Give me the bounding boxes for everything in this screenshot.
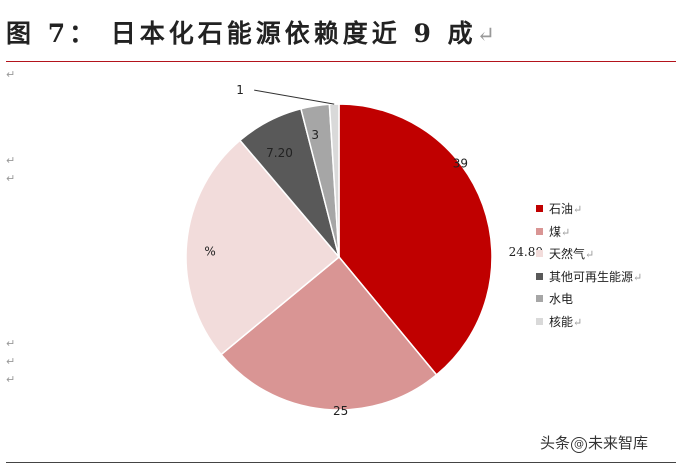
title-rule xyxy=(6,61,676,62)
data-label-coal: 25 xyxy=(333,404,348,418)
legend-label: 水电 xyxy=(549,292,574,306)
legend-swatch-oil xyxy=(536,205,543,212)
gas-data-label-prefix: 24.80 xyxy=(508,245,543,259)
return-mark: ↵ xyxy=(6,373,16,386)
legend-label: 天然气 xyxy=(549,247,586,261)
data-label-other-renewables: 7.20 xyxy=(266,146,293,160)
legend-label: 其他可再生能源 xyxy=(549,269,634,284)
return-mark: ↵ xyxy=(6,154,16,167)
return-mark: ↵ xyxy=(6,172,16,185)
pie-slice-coal xyxy=(220,255,438,411)
pie-slice-oil xyxy=(338,103,493,376)
legend-label: 核能 xyxy=(549,314,574,329)
legend-item-coal: 煤↵ xyxy=(536,223,642,246)
legend-item-other-renewables: 其他可再生能源↵ xyxy=(536,268,642,291)
return-mark: ↵ xyxy=(476,23,496,48)
data-label-oil: 39 xyxy=(453,156,468,170)
legend-label: 煤 xyxy=(549,224,562,239)
legend-item-gas: 24.80 天然气↵ xyxy=(508,245,595,261)
at-icon: @ xyxy=(571,437,588,453)
legend-swatch-gas xyxy=(536,250,543,257)
watermark: 头条 @ 未来智库 xyxy=(540,434,649,453)
legend-swatch-hydro xyxy=(536,295,543,302)
data-label-hydro: 3 xyxy=(311,128,319,142)
pie-slice-gas xyxy=(185,139,341,356)
legend-swatch-other-renewables xyxy=(536,272,543,280)
legend-swatch-nuclear xyxy=(536,317,543,325)
return-mark: ↵ xyxy=(6,355,16,368)
legend-item-oil: 石油↵ xyxy=(536,200,642,223)
figure-title: 图 7： 日本化石能源依赖度近 9 成↵ xyxy=(6,19,496,48)
legend-item-nuclear: 核能↵ xyxy=(536,313,642,336)
return-mark: ↵ xyxy=(6,337,16,350)
legend-label: 石油 xyxy=(549,202,574,216)
legend: 石油↵ 煤↵ 24.80 天然气↵ 其他可再生能源↵ 水电 核能↵ xyxy=(508,200,643,336)
data-label-gas: % xyxy=(204,245,215,259)
legend-item-hydro: 水电 xyxy=(536,290,642,313)
legend-swatch-coal xyxy=(536,227,543,235)
leader-line-nuclear xyxy=(254,89,335,105)
data-label-nuclear: 1 xyxy=(236,83,244,97)
bottom-rule xyxy=(6,462,676,463)
return-mark: ↵ xyxy=(6,68,16,81)
